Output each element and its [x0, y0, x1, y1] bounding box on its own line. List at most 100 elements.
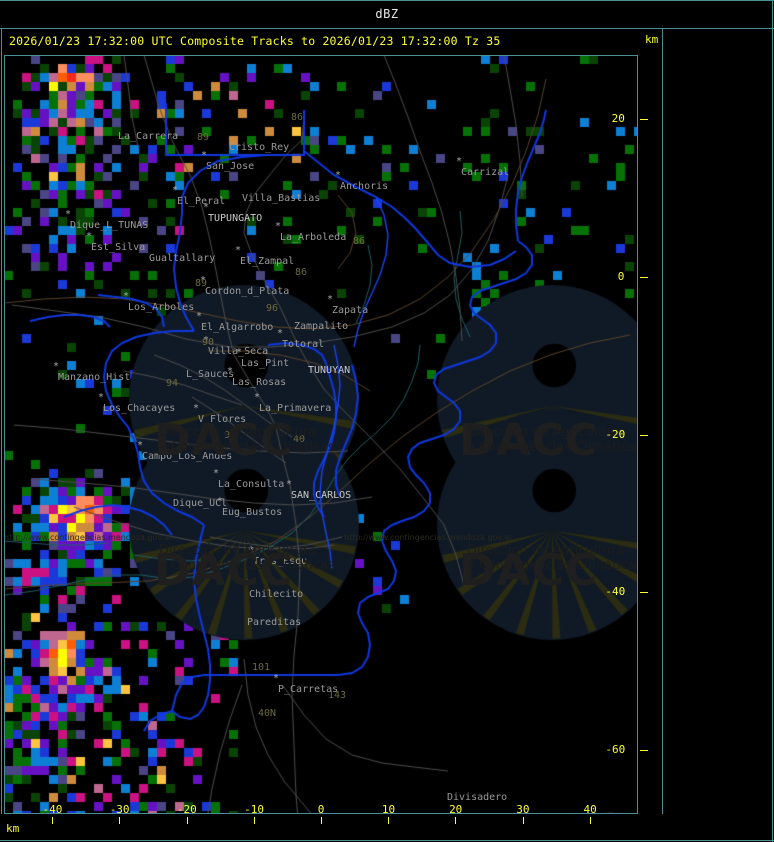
x-axis-tick: [186, 817, 188, 824]
route-number: 89: [195, 278, 208, 289]
x-axis-tick-label: -20: [176, 803, 197, 816]
x-axis-tick-label: 20: [449, 803, 463, 816]
radar-plot[interactable]: La_Carrera Cristo_Rey * San_Jose * Anchoris * C…: [4, 55, 638, 814]
place-label: P_Carretas: [278, 684, 339, 695]
watermark-brand: DACC: [459, 545, 599, 596]
place-marker: *: [98, 392, 105, 403]
x-axis-tick: [253, 817, 255, 824]
x-axis-tick-label: 0: [317, 803, 325, 816]
place-label: La_Primavera: [259, 403, 332, 414]
x-axis-tick: [321, 817, 322, 824]
place-marker: *: [227, 366, 234, 377]
place-label: La_Consulta: [218, 479, 285, 490]
route-number: 90: [202, 337, 215, 348]
timestamp-header: 2026/01/23 17:32:00 UTC Composite Tracks…: [2, 29, 662, 53]
watermark-line1: Dirección de Agricultura: [159, 425, 317, 440]
place-label: Cristo_Rey: [229, 142, 290, 153]
place-marker: *: [335, 170, 342, 181]
place-marker: *: [273, 673, 280, 684]
place-label: El_Peral: [177, 196, 226, 207]
watermark-line2: y Contingencias Climáticas: [467, 558, 638, 573]
x-axis-tick-label: -40: [42, 803, 63, 816]
watermark-line2: y Contingencias Climáticas: [159, 440, 335, 455]
watermark-line1: Dirección de Agricultura: [467, 543, 625, 558]
place-label: Dique_L_TUNAS: [70, 220, 149, 231]
x-axis-tick-label: -30: [109, 803, 130, 816]
x-axis-tick: [388, 817, 390, 824]
route-number: 86: [291, 112, 304, 123]
place-marker: *: [196, 311, 203, 322]
route-number: 96: [266, 303, 279, 314]
place-label: L_Sauces: [186, 369, 235, 380]
place-label: Gualtallary: [149, 253, 216, 264]
y-axis-tick-label: -60: [605, 742, 626, 756]
route-number: 40: [293, 434, 306, 445]
route-number: 40N: [258, 708, 277, 719]
y-axis-tick: [640, 749, 648, 751]
window-title: dBZ: [375, 7, 399, 21]
place-label: Chilecito: [249, 589, 304, 600]
place-marker: *: [275, 221, 282, 232]
place-marker: *: [193, 403, 200, 414]
x-axis-tick-label: 30: [516, 803, 530, 816]
place-label: Zampalito: [294, 321, 349, 332]
place-label: La_Arboleda: [280, 232, 347, 243]
place-label: Las_Rosas: [232, 377, 287, 388]
watermark-line2: y Contingencias Climáticas: [467, 440, 638, 455]
place-marker: *: [277, 328, 284, 339]
y-axis-tick-label: -40: [605, 585, 626, 599]
y-axis-tick: [640, 434, 648, 436]
place-label: V_Flores: [198, 414, 247, 425]
place-marker: *: [123, 291, 130, 302]
x-axis-unit-label: km: [6, 822, 20, 835]
x-axis-tick-label: 10: [381, 803, 396, 816]
place-label: Villa_Seca: [208, 346, 269, 357]
x-axis-tick: [455, 817, 457, 824]
place-label: San_Jose: [206, 161, 255, 172]
place-label: Dique_UCl: [173, 498, 228, 509]
place-label: Eug_Bustos: [222, 507, 283, 518]
place-label: Los_Chacayes: [103, 403, 176, 414]
place-marker: *: [244, 578, 251, 589]
frame-left: [1, 29, 2, 814]
place-marker: *: [53, 361, 60, 372]
place-marker: *: [327, 294, 334, 305]
place-label: Zapata: [332, 305, 369, 316]
place-label: Carrizal: [461, 167, 510, 178]
place-label: Las_Pint: [241, 358, 290, 369]
place-marker: *: [86, 231, 93, 242]
watermark-line2: y Contingencias Climáticas: [159, 558, 335, 573]
place-label: Los_Arboles: [128, 302, 195, 313]
place-label: Est_Silva: [91, 242, 146, 253]
route-number: 143: [328, 690, 347, 701]
place-label: Villa_Bastias: [242, 193, 321, 204]
y-axis-tick-label: -20: [605, 427, 626, 441]
frame-bottom: [0, 840, 774, 841]
place-marker: *: [236, 347, 243, 358]
route-number: 92: [224, 430, 237, 441]
place-label: TUPUNGATO: [208, 213, 263, 224]
place-marker: *: [65, 209, 72, 220]
place-marker: *: [203, 335, 210, 346]
window-title-bar: dBZ: [0, 0, 774, 28]
place-marker: *: [254, 392, 261, 403]
y-axis-tick-label: 20: [611, 112, 625, 126]
watermark-url: http://www.contingencias.mendoza.gov.ar: [344, 533, 513, 542]
place-marker: *: [248, 545, 255, 556]
y-axis-tick: [640, 592, 648, 594]
y-axis-tick: [640, 276, 648, 278]
frame-top: [0, 0, 774, 1]
frame-right: [772, 0, 773, 842]
place-label: Anchoris: [340, 181, 389, 192]
place-label: Campo_Los_Andes: [142, 451, 233, 462]
place-label: La_Carrera: [118, 131, 179, 142]
route-number: 94: [166, 378, 179, 389]
watermark-line1: Dirección de Agricultura: [159, 543, 317, 558]
route-number: 86: [353, 236, 366, 247]
place-label: Tres_Esqu: [253, 556, 308, 567]
y-axis-tick-label: 0: [617, 269, 625, 283]
watermark-brand: DACC: [154, 415, 294, 466]
watermark-brand: DACC: [459, 415, 599, 466]
plot-km-unit-top: km: [645, 33, 659, 46]
x-axis-tick-label: 40: [583, 803, 597, 816]
